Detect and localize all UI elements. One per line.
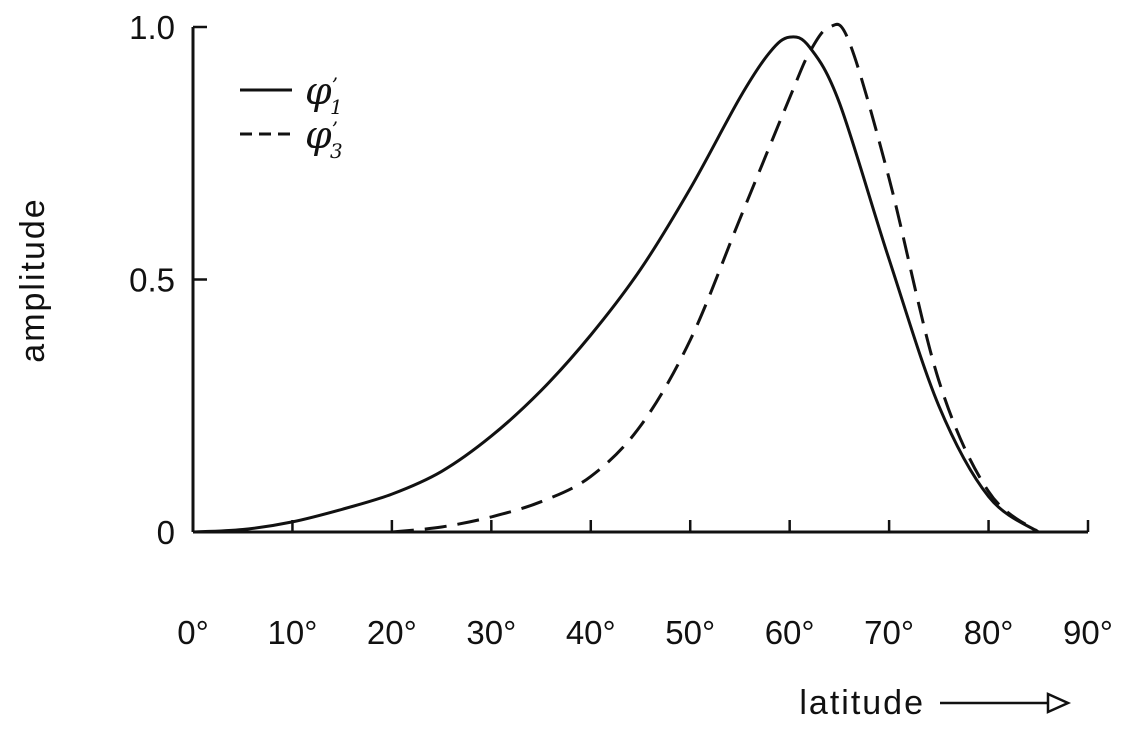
ticks <box>193 25 1090 532</box>
tick-labels: 0° 10° 20° 30° 40° 50° 60° 70° 80° 90° 0 0.5 1.0 <box>129 9 1113 651</box>
x-tick-label: 20° <box>367 614 417 651</box>
x-tick-label: 80° <box>964 614 1014 651</box>
x-tick-label: 30° <box>466 614 516 651</box>
x-tick-label: 60° <box>765 614 815 651</box>
series-line-2 <box>391 22 1040 534</box>
x-tick-label: 0° <box>177 614 209 651</box>
x-tick-label: 70° <box>864 614 914 651</box>
legend: φ’ 1φ’ 3 <box>240 69 343 163</box>
x-axis-title: latitude <box>799 684 925 722</box>
x-tick-label: 10° <box>267 614 317 651</box>
legend-label-1: φ’ 1 <box>305 69 343 119</box>
y-tick-label: 0 <box>157 514 175 551</box>
y-tick-label: 1.0 <box>129 9 175 46</box>
series-lines <box>192 22 1040 534</box>
y-axis-title: amplitude <box>14 197 52 362</box>
y-tick-label: 0.5 <box>129 262 175 299</box>
series-line-1 <box>192 35 1040 534</box>
x-tick-label: 90° <box>1063 614 1113 651</box>
legend-label-2: φ’ 3 <box>305 113 343 163</box>
x-tick-label: 50° <box>665 614 715 651</box>
x-tick-label: 40° <box>566 614 616 651</box>
latitude-arrow <box>940 692 1072 714</box>
